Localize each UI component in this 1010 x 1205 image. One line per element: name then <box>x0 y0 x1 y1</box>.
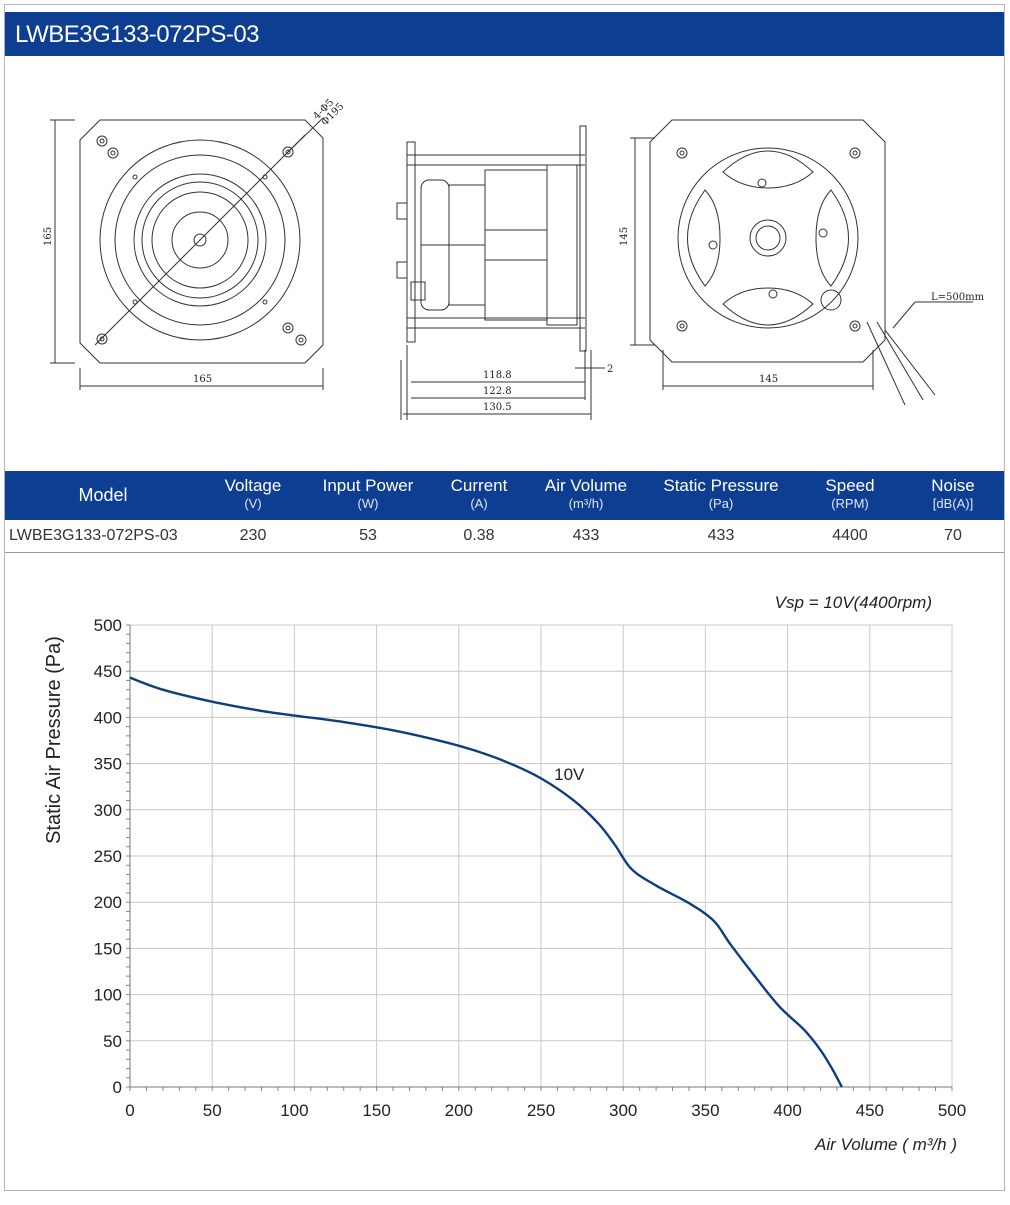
y-tick-label: 500 <box>94 616 122 635</box>
cell-noise: 70 <box>903 520 1003 552</box>
page-frame <box>4 4 1005 1191</box>
cell-value: LWBE3G133-072PS-03 <box>9 527 178 544</box>
front-width-dim: 165 <box>193 374 212 385</box>
header-unit: (RPM) <box>831 496 869 511</box>
side-dim-2: 122.8 <box>483 386 512 397</box>
chart-annotation: Vsp = 10V(4400rpm) <box>775 593 932 612</box>
back-height-dim: 145 <box>619 227 630 246</box>
header-current: Current (A) <box>431 471 527 520</box>
header-label: Static Pressure <box>663 476 779 495</box>
front-view-drawing <box>50 117 324 390</box>
front-height-dim: 165 <box>43 227 54 246</box>
side-gap-dim: 2 <box>607 364 613 375</box>
header-label: Current <box>450 476 508 495</box>
x-tick-label: 250 <box>527 1101 555 1120</box>
y-tick-label: 150 <box>94 939 122 958</box>
spec-table-header: Model Voltage (V) Input Power (W) Curren… <box>5 471 1004 520</box>
cell-model: LWBE3G133-072PS-03 <box>5 520 201 552</box>
x-tick-label: 400 <box>773 1101 801 1120</box>
y-axis-label: Static Air Pressure (Pa) <box>43 636 65 844</box>
grid-layer <box>129 624 953 1088</box>
y-tick-label: 400 <box>94 708 122 727</box>
side-view-drawing <box>396 125 605 420</box>
cell-value: 433 <box>707 527 735 544</box>
side-dim-3: 130.5 <box>483 402 512 413</box>
header-label: Speed <box>825 476 875 495</box>
header-speed: Speed (RPM) <box>797 471 903 520</box>
technical-drawings: 165 165 4-Φ5 Φ195 118.8 122.8 130.5 2 14… <box>5 60 1004 470</box>
x-tick-label: 350 <box>691 1101 719 1120</box>
cell-value: 70 <box>944 527 962 544</box>
cell-value: 0.38 <box>463 527 495 544</box>
page-title: LWBE3G133-072PS-03 <box>15 21 260 48</box>
cell-current: 0.38 <box>431 520 527 552</box>
cell-value: 230 <box>239 527 267 544</box>
header-unit: (V) <box>244 496 262 511</box>
cell-static-pressure: 433 <box>645 520 797 552</box>
axis-layer: 0 50 100 150 200 250 300 350 400 450 500 0 50 100 150 2… <box>94 616 967 1120</box>
header-air-volume: Air Volume (m³/h) <box>527 471 645 520</box>
y-tick-label: 50 <box>103 1032 122 1051</box>
y-tick-label: 300 <box>94 801 122 820</box>
header-unit: (m³/h) <box>568 496 604 511</box>
header-static-pressure: Static Pressure (Pa) <box>645 471 797 520</box>
series-layer: 10V <box>129 676 843 1088</box>
x-tick-label: 150 <box>362 1101 390 1120</box>
cell-voltage: 230 <box>201 520 305 552</box>
drawing-canvas: 165 165 4-Φ5 Φ195 118.8 122.8 130.5 2 14… <box>43 97 985 420</box>
y-tick-label: 200 <box>94 893 122 912</box>
series-line-10V <box>129 676 843 1088</box>
x-axis-label: Air Volume ( m³/h ) <box>814 1135 957 1154</box>
header-unit: (W) <box>357 496 379 511</box>
cell-speed: 4400 <box>797 520 903 552</box>
header-model: Model <box>5 471 201 520</box>
x-tick-label: 450 <box>856 1101 884 1120</box>
x-tick-label: 200 <box>445 1101 473 1120</box>
y-tick-label: 350 <box>94 755 122 774</box>
back-width-dim: 145 <box>759 374 778 385</box>
header-label: Input Power <box>322 476 414 495</box>
back-view-drawing <box>630 119 973 406</box>
x-tick-label: 500 <box>938 1101 966 1120</box>
cell-air-volume: 433 <box>527 520 645 552</box>
cable-length-note: L=500mm <box>931 292 985 303</box>
side-dim-1: 118.8 <box>483 370 512 381</box>
header-voltage: Voltage (V) <box>201 471 305 520</box>
cell-value: 4400 <box>832 527 868 544</box>
header-noise: Noise [dB(A)] <box>903 471 1003 520</box>
y-tick-label: 450 <box>94 662 122 681</box>
y-tick-label: 100 <box>94 986 122 1005</box>
cell-value: 433 <box>572 527 600 544</box>
chart-svg: 0 50 100 150 200 250 300 350 400 450 500 0 50 100 150 2… <box>43 593 967 1154</box>
header-unit: [dB(A)] <box>932 496 974 511</box>
x-tick-label: 50 <box>203 1101 222 1120</box>
x-tick-label: 100 <box>280 1101 308 1120</box>
spec-table-row: LWBE3G133-072PS-03 230 53 0.38 433 433 4… <box>5 520 1004 553</box>
header-label: Voltage <box>224 476 282 495</box>
performance-chart: 0 50 100 150 200 250 300 350 400 450 500 0 50 100 150 2… <box>5 560 1004 1180</box>
series-label: 10V <box>554 765 585 784</box>
cell-value: 53 <box>359 527 377 544</box>
header-label: Noise <box>931 476 975 495</box>
x-tick-label: 0 <box>125 1101 134 1120</box>
header-label: Model <box>78 485 128 505</box>
header-input-power: Input Power (W) <box>305 471 431 520</box>
header-unit: (A) <box>470 496 488 511</box>
y-tick-label: 250 <box>94 847 122 866</box>
cell-input-power: 53 <box>305 520 431 552</box>
title-bar: LWBE3G133-072PS-03 <box>5 12 1004 56</box>
header-unit: (Pa) <box>708 496 734 511</box>
x-tick-label: 300 <box>609 1101 637 1120</box>
header-label: Air Volume <box>544 476 628 495</box>
y-tick-label: 0 <box>113 1078 122 1097</box>
